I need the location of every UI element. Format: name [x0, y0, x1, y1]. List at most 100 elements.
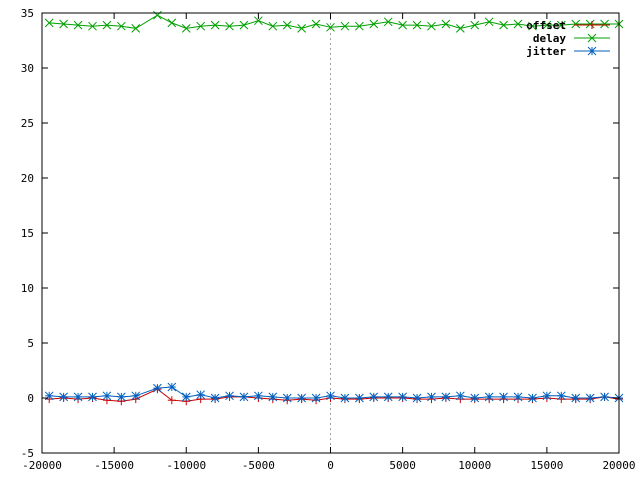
data-point-jitter — [181, 392, 191, 402]
data-point-delay — [369, 19, 379, 29]
data-point-delay — [340, 21, 350, 31]
data-point-delay-stroke — [542, 20, 552, 30]
axes-layer: -5 0 5 10 15 20 25 30 35 -20000 -15000 -10000 -5000 0… — [21, 7, 636, 472]
y-tick-label: 0 — [27, 392, 34, 405]
data-point-jitter-stroke — [600, 392, 609, 402]
data-point-jitter — [167, 382, 177, 392]
data-point-delay — [542, 20, 552, 30]
data-point-delay — [354, 21, 364, 31]
data-point-delay-stroke — [167, 18, 177, 28]
data-point-delay-stroke — [340, 21, 350, 31]
data-point-delay — [181, 24, 191, 33]
data-point-jitter — [398, 392, 407, 402]
data-point-delay — [326, 22, 335, 32]
data-point-jitter — [44, 391, 54, 401]
data-point-jitter-stroke — [88, 392, 97, 402]
data-point-delay-stroke — [239, 20, 249, 30]
data-point-delay — [116, 21, 126, 31]
data-point-jitter-stroke — [556, 391, 566, 401]
data-point-delay-stroke — [556, 20, 566, 30]
x-tick-label: -20000 — [22, 459, 62, 472]
data-point-jitter-stroke — [455, 391, 465, 401]
data-point-jitter-stroke — [225, 391, 234, 401]
data-point-delay-stroke — [282, 20, 292, 30]
data-point-jitter-stroke — [354, 393, 364, 403]
data-point-delay-stroke — [369, 19, 379, 29]
data-point-jitter — [585, 393, 595, 403]
data-point-delay-stroke — [44, 18, 54, 28]
data-point-jitter — [354, 393, 364, 403]
y-tick-label: 35 — [21, 7, 34, 20]
data-point-jitter — [59, 392, 68, 402]
data-point-jitter-stroke — [73, 392, 83, 402]
data-point-jitter — [556, 391, 566, 401]
data-point-delay-stroke — [571, 19, 581, 29]
data-point-delay-stroke — [254, 16, 263, 26]
data-point-jitter — [340, 393, 350, 403]
data-point-delay-stroke — [326, 22, 335, 32]
data-point-jitter-stroke — [528, 393, 537, 403]
data-point-delay — [398, 20, 407, 30]
data-point-jitter-stroke — [383, 392, 393, 402]
data-point-delay-stroke — [600, 19, 609, 29]
data-point-delay-stroke — [102, 20, 112, 30]
data-point-delay — [513, 19, 523, 29]
data-point-jitter-stroke — [131, 391, 141, 401]
data-point-jitter-stroke — [542, 391, 552, 401]
legend-label-offset: offset — [526, 19, 566, 32]
data-point-delay — [528, 21, 537, 31]
data-point-delay-stroke — [225, 21, 234, 31]
data-point-delay — [225, 21, 234, 31]
x-tick-label: 15000 — [530, 459, 563, 472]
data-point-delay-stroke — [181, 24, 191, 33]
data-point-delay-stroke — [311, 19, 321, 29]
data-point-jitter — [528, 393, 537, 403]
legend-label-jitter: jitter — [526, 45, 566, 58]
x-tick-label: -10000 — [166, 459, 206, 472]
data-point-delay — [196, 21, 206, 31]
data-point-jitter — [484, 392, 494, 402]
data-point-delay-stroke — [528, 21, 537, 31]
data-point-jitter-stroke — [571, 393, 581, 403]
data-point-jitter-stroke — [268, 392, 278, 402]
data-point-delay-stroke — [73, 20, 83, 30]
x-tick-label: -15000 — [94, 459, 134, 472]
data-point-delay-stroke — [513, 19, 523, 29]
data-point-delay-stroke — [88, 21, 97, 31]
data-point-jitter — [441, 392, 451, 402]
data-point-delay-stroke — [196, 21, 206, 31]
data-point-delay — [427, 21, 436, 31]
data-point-jitter-stroke — [369, 392, 379, 402]
data-point-delay-stroke — [470, 20, 480, 30]
data-point-jitter — [196, 390, 206, 400]
series-line-delay — [49, 14, 619, 29]
series-delay — [44, 10, 624, 33]
data-point-delay — [600, 19, 609, 29]
data-point-jitter — [311, 393, 321, 403]
data-point-delay-stroke — [441, 19, 451, 29]
data-point-jitter — [455, 391, 465, 401]
x-tick-label: 5000 — [389, 459, 416, 472]
data-point-jitter-stroke — [239, 392, 249, 402]
data-point-jitter-stroke — [398, 392, 407, 402]
x-tick-label: 10000 — [458, 459, 491, 472]
data-point-delay-stroke — [383, 17, 393, 27]
data-point-delay — [455, 24, 465, 33]
data-point-jitter-stroke — [499, 392, 508, 402]
data-point-jitter-stroke — [484, 392, 494, 402]
series-layer — [44, 10, 624, 406]
y-tick-label: 15 — [21, 227, 34, 240]
data-point-delay — [412, 20, 422, 30]
data-point-jitter-stroke — [116, 392, 126, 402]
data-point-delay — [499, 20, 508, 30]
x-tick-label: 20000 — [602, 459, 635, 472]
data-point-jitter — [383, 392, 393, 402]
legend-marker-jitter-stroke — [587, 46, 597, 56]
data-point-delay-stroke — [398, 20, 407, 30]
data-point-delay — [44, 18, 54, 28]
data-point-jitter-stroke — [59, 392, 68, 402]
data-point-jitter — [210, 393, 220, 403]
data-point-delay — [73, 20, 83, 30]
